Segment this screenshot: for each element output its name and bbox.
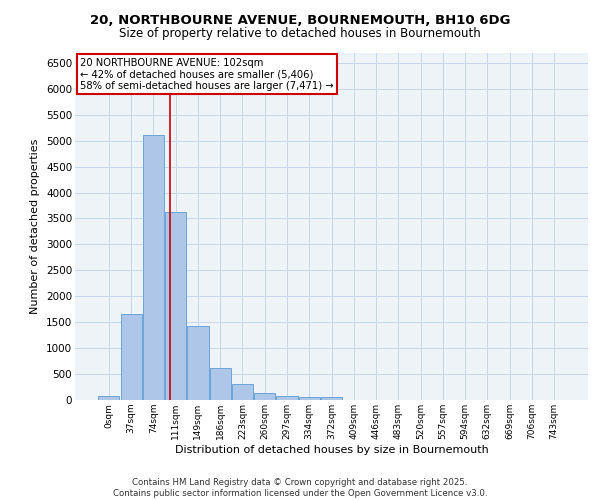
- Text: 20, NORTHBOURNE AVENUE, BOURNEMOUTH, BH10 6DG: 20, NORTHBOURNE AVENUE, BOURNEMOUTH, BH1…: [90, 14, 510, 27]
- Text: 20 NORTHBOURNE AVENUE: 102sqm
← 42% of detached houses are smaller (5,406)
58% o: 20 NORTHBOURNE AVENUE: 102sqm ← 42% of d…: [80, 58, 334, 91]
- Text: Contains HM Land Registry data © Crown copyright and database right 2025.
Contai: Contains HM Land Registry data © Crown c…: [113, 478, 487, 498]
- Bar: [143, 136, 164, 400]
- Bar: [277, 396, 298, 400]
- Bar: [254, 392, 275, 400]
- Bar: [232, 384, 253, 400]
- Bar: [165, 212, 186, 400]
- Bar: [98, 396, 119, 400]
- X-axis label: Distribution of detached houses by size in Bournemouth: Distribution of detached houses by size …: [175, 444, 488, 454]
- Y-axis label: Number of detached properties: Number of detached properties: [31, 138, 40, 314]
- Bar: [187, 326, 209, 400]
- Bar: [299, 397, 320, 400]
- Bar: [209, 368, 231, 400]
- Text: Size of property relative to detached houses in Bournemouth: Size of property relative to detached ho…: [119, 28, 481, 40]
- Bar: [121, 314, 142, 400]
- Bar: [321, 398, 342, 400]
